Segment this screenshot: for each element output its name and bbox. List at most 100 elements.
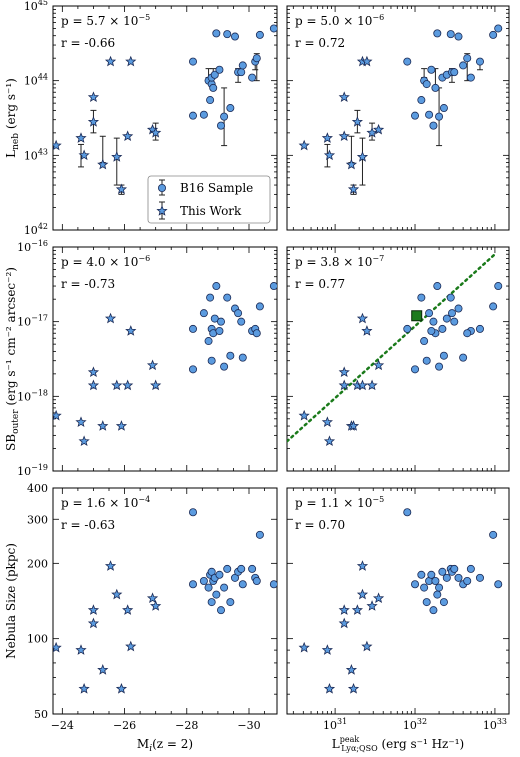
- b16-point: [220, 362, 229, 371]
- plot-area: [287, 252, 503, 447]
- b16-point: [489, 302, 498, 311]
- this-work-point: [361, 325, 373, 336]
- b16-point: [439, 598, 448, 607]
- panel-2-right: p = 3.8 × 10−7 r = 0.77: [286, 246, 510, 472]
- this-work-point: [372, 592, 385, 604]
- b16-point: [420, 337, 429, 346]
- this-work-point: [115, 682, 128, 694]
- panel-frame: [52, 487, 278, 715]
- b16-point: [403, 324, 412, 333]
- b16-point: [223, 564, 232, 573]
- y-axis-label: Lneb (erg s⁻¹): [4, 78, 21, 158]
- b16-point: [450, 68, 459, 77]
- b16-point: [206, 293, 215, 302]
- y-tick-label: 10−16: [17, 239, 48, 254]
- legend-circle-marker: [157, 183, 166, 192]
- b16-point: [199, 110, 208, 119]
- r-value: r = 0.77: [295, 277, 345, 291]
- b16-point: [422, 80, 431, 89]
- this-work-point: [321, 644, 333, 655]
- x-tick-label: −24: [51, 719, 74, 732]
- b16-point: [494, 580, 503, 589]
- y-axis-label: Nebula Size (pkpc): [4, 543, 18, 659]
- b16-point: [237, 68, 246, 77]
- highlight-square: [411, 310, 423, 322]
- this-work-point: [338, 604, 350, 615]
- this-work-point: [125, 55, 137, 67]
- y-tick-label: 300: [27, 513, 48, 526]
- b16-point: [255, 302, 264, 311]
- b16-point: [216, 606, 225, 615]
- b16-point: [463, 576, 472, 585]
- fit-line: [287, 252, 497, 443]
- this-work-point: [298, 409, 310, 421]
- this-work-point: [87, 116, 100, 127]
- plot-area: [298, 508, 503, 694]
- b16-point: [188, 508, 197, 517]
- p-value: p = 4.0 × 10−6: [61, 254, 150, 269]
- b16-point: [207, 598, 216, 607]
- b16-point: [431, 576, 440, 585]
- this-work-point: [356, 560, 369, 571]
- this-work-point: [75, 416, 87, 427]
- y-axis-label: SBouter (erg s⁻¹ cm⁻² arcsec⁻²): [4, 267, 21, 451]
- b16-point: [252, 329, 261, 338]
- this-work-point: [115, 183, 128, 195]
- b16-point: [420, 583, 429, 592]
- b16-point: [226, 598, 235, 607]
- b16-point: [439, 104, 448, 113]
- this-work-point: [97, 664, 109, 675]
- this-work-point: [338, 91, 350, 102]
- y-tick-label: 1045: [24, 0, 48, 13]
- b16-point: [450, 317, 459, 326]
- this-work-point: [125, 640, 137, 652]
- b16-point: [255, 530, 264, 539]
- this-work-point: [150, 600, 162, 611]
- this-work-point: [366, 600, 378, 611]
- b16-point: [475, 324, 484, 333]
- p-value: p = 3.8 × 10−7: [295, 254, 384, 269]
- b16-point: [269, 24, 277, 33]
- r-value: r = -0.73: [61, 277, 115, 291]
- b16-point: [188, 324, 197, 333]
- this-work-point: [345, 158, 358, 170]
- plot-area: [53, 24, 277, 195]
- b16-point: [459, 353, 468, 362]
- b16-point: [237, 564, 246, 573]
- b16-point: [435, 362, 444, 371]
- b16-point: [269, 282, 277, 291]
- b16-point: [438, 567, 447, 576]
- this-work-point: [87, 617, 100, 629]
- this-work-point: [351, 604, 363, 615]
- this-work-point: [75, 644, 87, 655]
- b16-point: [220, 583, 229, 592]
- this-work-point: [338, 130, 350, 142]
- b16-point: [439, 351, 448, 360]
- this-work-point: [366, 126, 378, 138]
- b16-point: [212, 282, 221, 291]
- b16-point: [220, 112, 229, 121]
- b16-point: [459, 61, 468, 70]
- b16-point: [466, 73, 475, 82]
- b16-point: [417, 570, 426, 579]
- plot-area: [53, 282, 277, 447]
- this-work-point: [323, 435, 336, 447]
- this-work-point: [323, 149, 336, 161]
- this-work-point: [111, 151, 123, 162]
- this-work-point: [150, 126, 162, 138]
- this-work-point: [372, 359, 385, 371]
- y-tick-label: 10−18: [17, 388, 48, 403]
- this-work-point: [146, 359, 159, 371]
- this-work-point: [356, 379, 369, 391]
- this-work-point: [53, 139, 62, 151]
- b16-point: [427, 326, 436, 335]
- x-tick-label: 1033: [483, 717, 507, 732]
- this-work-point: [338, 617, 350, 629]
- b16-point: [442, 573, 451, 582]
- b16-point: [429, 606, 438, 615]
- b16-point: [422, 598, 431, 607]
- b16-point: [237, 317, 246, 326]
- b16-point: [238, 580, 247, 589]
- x-tick-label: −28: [175, 719, 198, 732]
- b16-point: [494, 282, 503, 291]
